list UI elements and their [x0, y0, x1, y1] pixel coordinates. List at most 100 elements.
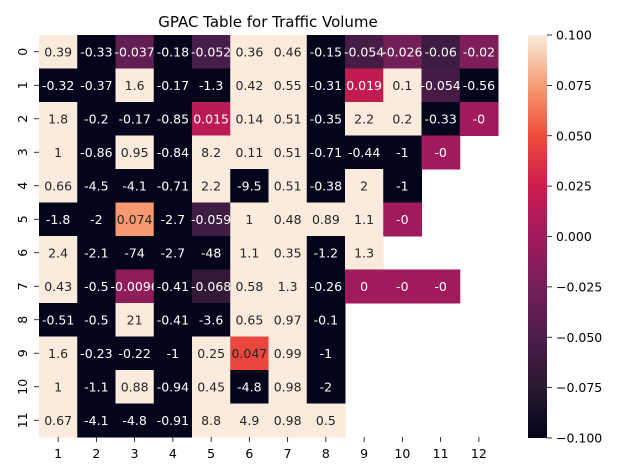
heatmap-cell	[77, 403, 116, 438]
cell-label: 0	[360, 279, 368, 294]
heatmap-cell	[383, 68, 422, 103]
heatmap-cell	[77, 35, 116, 69]
heatmap-cell	[77, 169, 116, 203]
heatmap-cell	[39, 102, 78, 136]
cell-label: -0.91	[157, 413, 189, 428]
heatmap-cell	[153, 169, 193, 203]
heatmap-cell	[421, 35, 461, 69]
heatmap-cell	[345, 236, 384, 270]
heatmap-cell	[230, 202, 269, 237]
colorbar-tick-label: −0.100	[556, 431, 602, 446]
cell-label: 1	[54, 379, 62, 394]
cell-label: 0.019	[346, 78, 382, 93]
heatmap-cell	[268, 236, 308, 270]
heatmap-cell	[421, 68, 461, 103]
cell-label: -0	[434, 145, 447, 160]
heatmap-cell	[459, 35, 499, 69]
heatmap-cell	[268, 303, 308, 337]
cell-label: 0.99	[274, 346, 302, 361]
heatmap-cell	[153, 303, 193, 337]
chart-title: GPAC Table for Traffic Volume	[158, 13, 378, 31]
cell-label: -0.23	[80, 346, 112, 361]
heatmap-cell	[115, 202, 155, 237]
colorbar-tick-label: −0.075	[556, 380, 602, 395]
cell-label: -0	[396, 279, 409, 294]
cell-label: -0.51	[42, 312, 74, 327]
cell-label: -0.052	[191, 44, 231, 59]
cell-label: 0.66	[44, 178, 72, 193]
cell-label: 2.4	[48, 245, 68, 260]
x-tick-label: 7	[284, 446, 292, 461]
cell-label: -1	[320, 346, 332, 361]
cell-label: -1.8	[46, 212, 70, 227]
cell-label: -1	[396, 145, 408, 160]
cell-label: -4.1	[84, 413, 108, 428]
heatmap-cell	[421, 102, 461, 136]
cell-label: 0.25	[197, 346, 225, 361]
colorbar-tick-label: −0.025	[556, 279, 602, 294]
heatmap-cell	[77, 202, 116, 237]
cell-label: 1.6	[125, 78, 145, 93]
cell-label: -0.41	[157, 279, 189, 294]
heatmap-cell	[115, 370, 155, 404]
cell-label: 2.2	[354, 111, 374, 126]
heatmap-cell	[153, 269, 193, 304]
cell-label: -4.1	[122, 178, 146, 193]
cell-label: 21	[127, 312, 143, 327]
cell-label: 0.51	[274, 145, 302, 160]
cell-label: -0.06	[424, 44, 456, 59]
cell-label: 0.65	[235, 312, 263, 327]
heatmap-cell	[115, 135, 155, 170]
cell-label: -0.94	[157, 379, 189, 394]
heatmap-cell	[345, 202, 384, 237]
heatmap-cell	[77, 135, 116, 170]
colorbar-tick-label: −0.050	[556, 330, 602, 345]
cell-label: 4.9	[239, 413, 259, 428]
y-tick-label: 0	[15, 48, 30, 56]
cell-label: 0.45	[197, 379, 225, 394]
heatmap-cell	[268, 403, 308, 438]
heatmap-cell	[115, 303, 155, 337]
heatmap-cell	[39, 403, 78, 438]
y-tick-label: 8	[15, 316, 30, 324]
cell-label: -0.33	[424, 111, 456, 126]
heatmap-cell	[192, 303, 231, 337]
cell-label: 0.51	[274, 111, 302, 126]
cell-label: 0.88	[121, 379, 149, 394]
cell-label: 0.58	[235, 279, 263, 294]
heatmap-cell	[39, 370, 78, 404]
heatmap-cell	[192, 403, 231, 438]
cell-label: -0.35	[310, 111, 342, 126]
colorbar-tick-label: 0.000	[556, 229, 592, 244]
heatmap-cell	[39, 35, 78, 69]
heatmap-cell	[115, 169, 155, 203]
heatmap-cell	[192, 135, 231, 170]
cell-label: -0.026	[382, 44, 422, 59]
cell-label: 0.2	[392, 111, 412, 126]
cell-label: 1.6	[48, 346, 68, 361]
x-tick-label: 1	[54, 446, 62, 461]
cell-label: 0.98	[274, 379, 302, 394]
heatmap-cell	[230, 303, 269, 337]
y-tick-label: 4	[15, 182, 30, 190]
cell-label: -0.059	[191, 212, 231, 227]
cell-label: -0.037	[114, 44, 154, 59]
y-tick-label: 2	[15, 115, 30, 123]
cell-label: 0.39	[44, 44, 72, 59]
heatmap-cell	[306, 303, 346, 337]
heatmap-cell	[115, 102, 155, 136]
cell-label: 0.98	[274, 413, 302, 428]
heatmap-cell	[153, 135, 193, 170]
y-tick-label: 3	[15, 148, 30, 156]
cell-label: -0.18	[157, 44, 189, 59]
cell-label: 0.5	[316, 413, 336, 428]
cell-label: -0	[473, 111, 486, 126]
cell-label: -0.15	[310, 44, 342, 59]
heatmap-cell	[306, 403, 346, 438]
heatmap-cell	[77, 370, 116, 404]
colorbar-tick-label: 0.075	[556, 78, 592, 93]
heatmap-cell	[153, 336, 193, 371]
cell-label: 1.3	[354, 245, 374, 260]
cell-label: 0.46	[274, 44, 302, 59]
heatmap-cell	[383, 102, 422, 136]
